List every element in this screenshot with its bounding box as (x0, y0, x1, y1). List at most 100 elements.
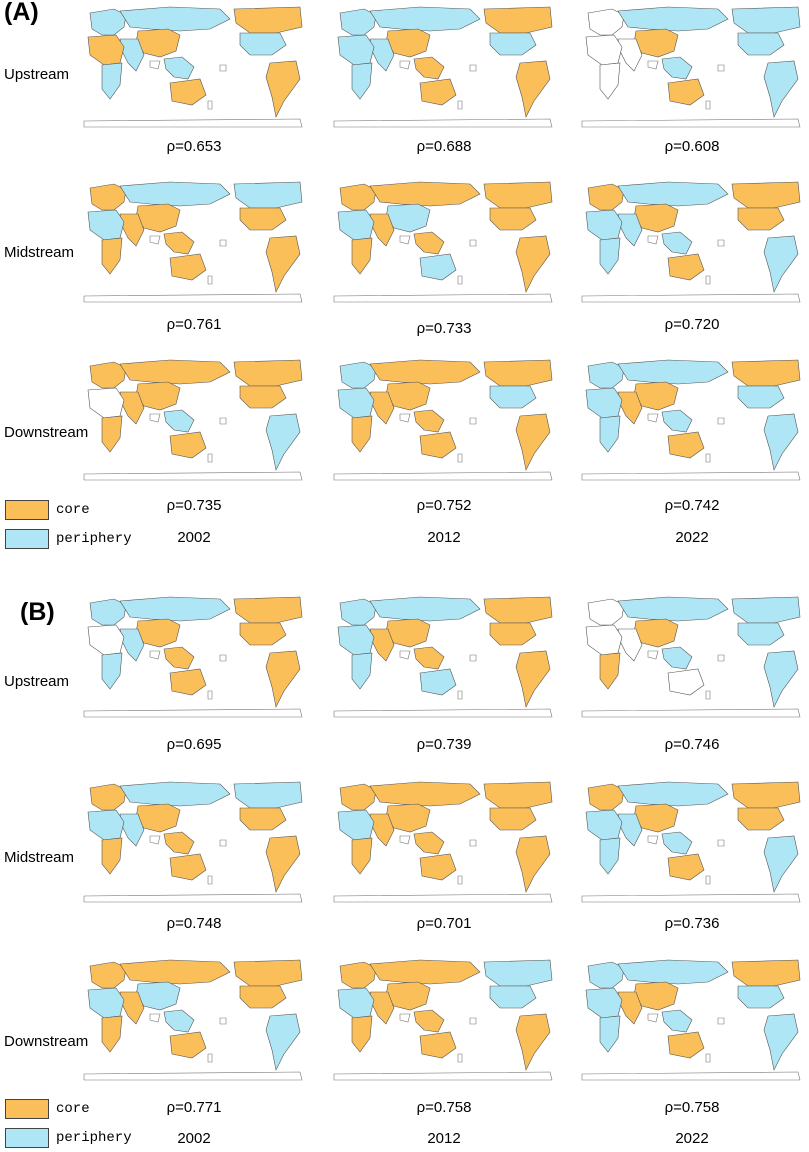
region-seasia (413, 1009, 445, 1033)
landmass-outline-2 (457, 453, 463, 463)
map-a-upstream-2022 (578, 5, 806, 129)
region-samerica (763, 1013, 799, 1071)
region-russia (617, 596, 729, 622)
landmass-outline-1 (469, 64, 477, 72)
legend-core-swatch-b (5, 1099, 49, 1119)
region-seasia (163, 1009, 195, 1033)
region-europe (587, 8, 625, 36)
landmass-outline-1 (469, 839, 477, 847)
region-australia (169, 78, 207, 106)
rho-a-midstream-2022: ρ=0.720 (664, 316, 720, 333)
region-canada (233, 181, 303, 209)
rho-a-midstream-2012: ρ=0.733 (416, 320, 472, 337)
world-map-svg (333, 781, 553, 903)
rho-b-upstream-2012: ρ=0.739 (416, 736, 472, 753)
region-africaN (585, 987, 623, 1019)
rho-a-downstream-2002: ρ=0.735 (166, 497, 222, 514)
row-label-upstream-a: Upstream (4, 66, 70, 83)
region-europe (89, 183, 127, 211)
region-africaS (351, 237, 373, 275)
region-russia (119, 959, 231, 985)
panel-b-label: (B) (20, 598, 55, 626)
landmass-outline-2 (207, 1053, 213, 1063)
region-seasia (413, 831, 445, 855)
region-usa (239, 985, 287, 1009)
region-usa (489, 622, 537, 646)
region-africaN (337, 624, 375, 656)
rho-a-midstream-2002: ρ=0.761 (166, 316, 222, 333)
region-europe (587, 598, 625, 626)
map-a-midstream-2012 (330, 180, 558, 304)
landmass-outline-3 (581, 118, 801, 128)
year-a-2002: 2002 (177, 529, 211, 546)
region-europe (339, 183, 377, 211)
region-samerica (763, 650, 799, 708)
landmass-outline-3 (333, 471, 553, 481)
landmass-outline-3 (333, 708, 553, 718)
region-europe (339, 783, 377, 811)
region-europe (89, 598, 127, 626)
region-usa (239, 207, 287, 231)
region-europe (587, 783, 625, 811)
landmass-outline-0 (149, 235, 161, 245)
rho-a-downstream-2012: ρ=0.752 (416, 497, 472, 514)
region-samerica (515, 60, 551, 118)
region-samerica (265, 1013, 301, 1071)
rho-b-downstream-2002: ρ=0.771 (166, 1099, 222, 1116)
landmass-outline-2 (457, 690, 463, 700)
landmass-outline-1 (219, 654, 227, 662)
region-samerica (265, 413, 301, 471)
panel-a-label: (A) (4, 0, 39, 26)
region-samerica (265, 835, 301, 893)
rho-a-upstream-2002: ρ=0.653 (166, 138, 222, 155)
region-europe (89, 783, 127, 811)
region-russia (369, 6, 481, 32)
landmass-outline-1 (717, 839, 725, 847)
region-samerica (515, 1013, 551, 1071)
landmass-outline-3 (581, 708, 801, 718)
region-africaS (101, 237, 123, 275)
region-canada (233, 959, 303, 987)
landmass-outline-1 (469, 239, 477, 247)
world-map-svg (83, 359, 303, 481)
region-australia (419, 1031, 457, 1059)
landmass-outline-1 (219, 64, 227, 72)
region-usa (489, 207, 537, 231)
legend-periphery-swatch-b (5, 1128, 49, 1148)
landmass-outline-0 (647, 235, 659, 245)
legend-periphery-label-b: periphery (56, 1130, 132, 1146)
region-australia (419, 668, 457, 696)
region-samerica (763, 835, 799, 893)
region-samerica (515, 835, 551, 893)
map-a-midstream-2002 (80, 180, 308, 304)
landmass-outline-3 (581, 471, 801, 481)
region-samerica (265, 235, 301, 293)
landmass-outline-0 (647, 650, 659, 660)
world-map-svg (333, 359, 553, 481)
region-europe (89, 361, 127, 389)
landmass-outline-0 (399, 835, 411, 845)
world-map-svg (83, 959, 303, 1081)
landmass-outline-2 (457, 275, 463, 285)
region-russia (617, 6, 729, 32)
map-a-downstream-2022 (578, 358, 806, 482)
legend-core-swatch-a (5, 500, 49, 520)
landmass-outline-3 (83, 1071, 303, 1081)
legend-periphery-label-a: periphery (56, 531, 132, 547)
landmass-outline-3 (581, 1071, 801, 1081)
map-a-upstream-2002 (80, 5, 308, 129)
year-b-2002: 2002 (177, 1130, 211, 1147)
landmass-outline-0 (399, 650, 411, 660)
region-usa (737, 622, 785, 646)
region-australia (667, 78, 705, 106)
region-russia (119, 6, 231, 32)
region-europe (339, 598, 377, 626)
region-europe (339, 961, 377, 989)
region-canada (233, 6, 303, 34)
landmass-outline-3 (581, 293, 801, 303)
landmass-outline-3 (333, 893, 553, 903)
region-samerica (763, 235, 799, 293)
region-samerica (763, 60, 799, 118)
year-a-2022: 2022 (675, 529, 709, 546)
region-seasia (163, 831, 195, 855)
